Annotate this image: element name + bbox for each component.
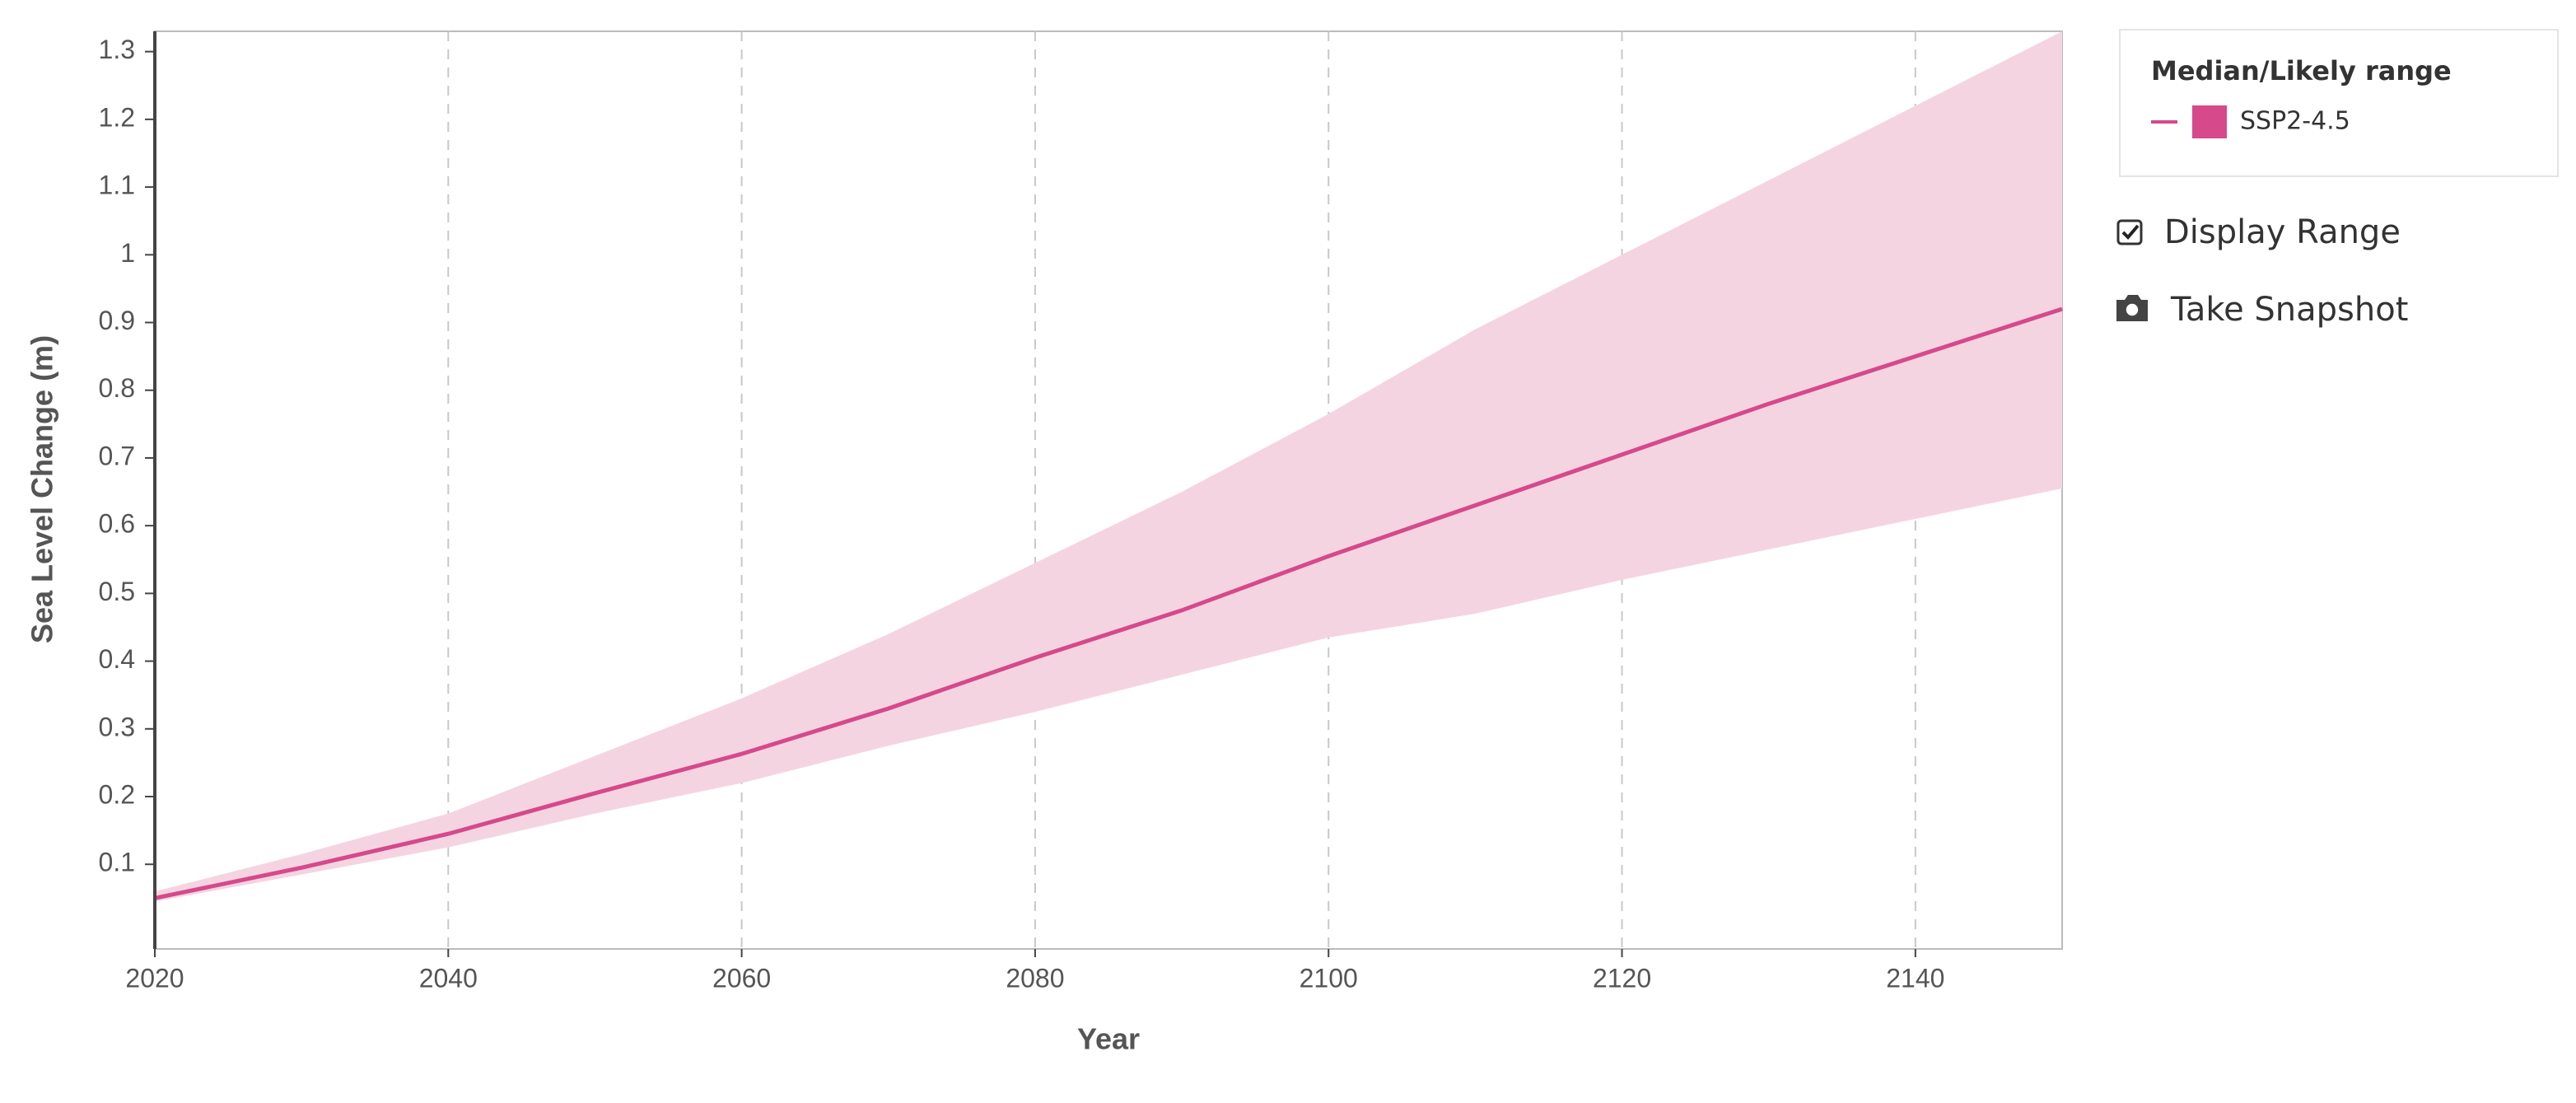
x-tick-label: 2020 — [125, 963, 184, 993]
y-axis-title: Sea Level Change (m) — [26, 335, 59, 643]
display-range-toggle[interactable]: Display Range — [2116, 213, 2401, 251]
camera-lens — [2126, 303, 2139, 316]
x-axis-title: Year — [1077, 1022, 1140, 1056]
y-tick-label: 0.1 — [99, 848, 135, 877]
x-tick-label: 2040 — [419, 963, 478, 993]
x-tick-label: 2080 — [1006, 963, 1064, 993]
likely-range — [155, 31, 2062, 902]
y-tick-label: 0.8 — [99, 373, 135, 403]
plot: 2020 2040 2060 2080 2100 2120 2140 0.1 0.2 0.3 0.4… — [99, 30, 2063, 993]
legend-swatch — [2192, 105, 2227, 138]
median-line — [154, 306, 2063, 900]
x-tick-label: 2100 — [1300, 963, 1358, 993]
x-tick-label: 2140 — [1886, 963, 1944, 993]
legend-box — [2119, 29, 2559, 177]
y-tick-label: 1.1 — [99, 171, 135, 200]
x-tick-label: 2060 — [712, 963, 771, 993]
y-tick-label: 0.2 — [99, 779, 135, 809]
y-tick-label: 0.9 — [99, 306, 135, 335]
y-tick-label: 0.6 — [99, 509, 135, 539]
y-tick-label: 0.4 — [99, 644, 135, 674]
y-tick-label: 1 — [120, 238, 135, 268]
snapshot-button[interactable]: Take Snapshot — [2116, 291, 2408, 329]
legend-label: SSP2-4.5 — [2240, 107, 2350, 136]
legend-title: Median/Likely range — [2151, 55, 2452, 86]
snapshot-label[interactable]: Take Snapshot — [2170, 291, 2408, 329]
checkbox[interactable] — [2116, 219, 2143, 245]
y-tick-label: 1.2 — [99, 102, 135, 132]
y-tick-label: 0.3 — [99, 712, 135, 741]
x-tick-label: 2120 — [1593, 963, 1651, 993]
y-tick-label: 0.5 — [99, 577, 135, 606]
y-tick-label: 1.3 — [99, 35, 135, 64]
display-range-label[interactable]: Display Range — [2164, 213, 2401, 251]
checkmark — [2121, 224, 2140, 240]
y-tick-label: 0.7 — [99, 441, 135, 470]
